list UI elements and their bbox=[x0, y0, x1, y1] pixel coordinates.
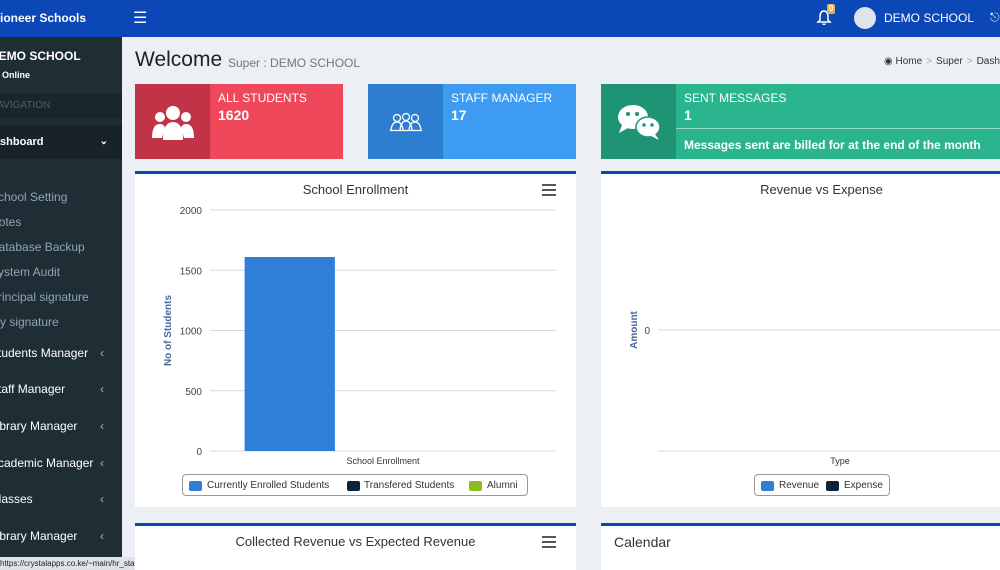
revenue-expense-chart: 0 Amount Type bbox=[629, 310, 1000, 466]
y-axis-label: Amount bbox=[629, 310, 640, 348]
y-axis-label: No of Students bbox=[163, 295, 174, 367]
legend-item-transfered[interactable]: Transfered Students bbox=[364, 480, 455, 491]
breadcrumb: ◉ Home>Super>Dashboard bbox=[884, 56, 1000, 67]
sidebar-item-library-manager-2[interactable]: Library Manager ‹ bbox=[0, 529, 122, 543]
revenue-expense-panel: Revenue vs Expense 0 Amount Type Revenue E… bbox=[601, 171, 1000, 507]
sidebar-subitem-school-setting[interactable]: School Setting bbox=[0, 190, 68, 204]
chat-icon bbox=[601, 84, 676, 159]
breadcrumb-super[interactable]: Super bbox=[936, 56, 963, 67]
staff-icon bbox=[368, 84, 443, 159]
calendar-panel: Calendar bbox=[601, 523, 1000, 570]
browser-status-bar: https://crystalapps.co.ke/~main/hr_staff… bbox=[0, 557, 169, 570]
logout-icon[interactable]: ⎋ bbox=[990, 10, 1000, 24]
sidebar-subitem-system-audit[interactable]: System Audit bbox=[0, 265, 61, 279]
chevron-left-icon: ‹ bbox=[100, 419, 104, 433]
sidebar-item-label: Library Manager bbox=[0, 419, 78, 433]
legend-swatch bbox=[826, 481, 839, 491]
sidebar-item-classes[interactable]: Classes ‹ bbox=[0, 492, 122, 506]
y-tick-label: 1000 bbox=[180, 327, 203, 338]
sidebar-subitem-my-signature[interactable]: My signature bbox=[0, 315, 59, 329]
sidebar-item-label: Dashboard bbox=[0, 136, 44, 148]
dashboard-icon: ◉ bbox=[884, 56, 893, 67]
avatar[interactable] bbox=[854, 7, 876, 29]
staff-manager-box[interactable]: STAFF MANAGER 17 bbox=[368, 84, 576, 159]
bell-icon[interactable] bbox=[816, 9, 832, 27]
chart-menu-icon[interactable] bbox=[542, 536, 556, 548]
sidebar-item-students-manager[interactable]: Students Manager ‹ bbox=[0, 346, 122, 360]
online-status: ● Online bbox=[0, 70, 30, 80]
school-enrollment-title: School Enrollment bbox=[302, 182, 409, 197]
y-tick-label: 0 bbox=[196, 447, 202, 458]
school-enrollment-panel: School Enrollment 0 500 1000 1500 2000 No of … bbox=[135, 171, 576, 507]
sent-messages-note: Messages sent are billed for at the end … bbox=[684, 138, 981, 152]
legend-swatch bbox=[347, 481, 360, 491]
sidebar-toggle-icon[interactable]: ☰ bbox=[133, 10, 148, 27]
brand-name[interactable]: Pioneer Schools bbox=[0, 11, 87, 25]
staff-manager-count: 17 bbox=[451, 107, 467, 123]
breadcrumb-dashboard: Dashboard bbox=[976, 56, 1000, 67]
y-tick-label: 1500 bbox=[180, 266, 203, 277]
chevron-left-icon: ‹ bbox=[100, 346, 104, 360]
y-tick-label: 2000 bbox=[180, 206, 203, 217]
legend-item-enrolled[interactable]: Currently Enrolled Students bbox=[207, 480, 330, 491]
legend-item-alumni[interactable]: Alumni bbox=[487, 480, 518, 491]
sidebar-subitem-notes[interactable]: Notes bbox=[0, 215, 22, 229]
legend-item-revenue[interactable]: Revenue bbox=[779, 480, 820, 491]
collected-revenue-title: Collected Revenue vs Expected Revenue bbox=[235, 534, 476, 549]
sidebar-item-label: Library Manager bbox=[0, 529, 78, 543]
breadcrumb-home[interactable]: Home bbox=[895, 56, 923, 67]
revenue-expense-legend: Revenue Expense bbox=[754, 474, 890, 496]
sidebar-item-staff-manager[interactable]: Staff Manager ‹ bbox=[0, 382, 122, 396]
sidebar: DEMO SCHOOL ● Online NAVIGATION Dashboar… bbox=[0, 37, 122, 570]
chevron-left-icon: ‹ bbox=[100, 492, 104, 506]
bar-currently-enrolled-students[interactable] bbox=[244, 256, 335, 451]
x-axis-label: Type bbox=[830, 456, 850, 466]
sidebar-school-name: DEMO SCHOOL bbox=[0, 49, 81, 63]
nav-header: NAVIGATION bbox=[0, 93, 122, 119]
staff-manager-label: STAFF MANAGER bbox=[451, 91, 553, 105]
box-divider bbox=[676, 128, 1000, 129]
chevron-left-icon: ‹ bbox=[100, 456, 104, 470]
sidebar-item-label: Staff Manager bbox=[0, 382, 66, 396]
enrollment-chart: 0 500 1000 1500 2000 No of Students School Enr… bbox=[163, 206, 556, 466]
calendar-title: Calendar bbox=[614, 534, 671, 550]
chevron-left-icon: ‹ bbox=[100, 529, 104, 543]
all-students-box[interactable]: ALL STUDENTS 1620 bbox=[135, 84, 343, 159]
sent-messages-box[interactable]: SENT MESSAGES 1 Messages sent are billed… bbox=[601, 84, 1000, 159]
chevron-down-icon: ⌄ bbox=[99, 136, 108, 147]
legend-swatch bbox=[761, 481, 774, 491]
chart-menu-icon[interactable] bbox=[542, 184, 556, 196]
page-title: Welcome bbox=[135, 48, 223, 71]
sent-messages-label: SENT MESSAGES bbox=[684, 91, 787, 105]
user-name[interactable]: DEMO SCHOOL bbox=[884, 11, 975, 25]
enrollment-legend: Currently Enrolled Students Transfered S… bbox=[182, 474, 528, 496]
revenue-expense-title: Revenue vs Expense bbox=[760, 182, 883, 197]
legend-swatch bbox=[189, 481, 202, 491]
top-navbar: Pioneer Schools ☰ 0 DEMO SCHOOL ⎋ bbox=[0, 0, 1000, 37]
sent-messages-count: 1 bbox=[684, 107, 692, 123]
users-icon bbox=[135, 84, 210, 159]
sidebar-subitem-database-backup[interactable]: Database Backup bbox=[0, 240, 85, 254]
sidebar-item-label: Classes bbox=[0, 492, 33, 506]
online-status-text: Online bbox=[1, 70, 30, 80]
all-students-count: 1620 bbox=[218, 107, 250, 123]
legend-swatch bbox=[469, 481, 482, 491]
sidebar-item-academic-manager[interactable]: Academic Manager ‹ bbox=[0, 456, 122, 470]
y-tick-label: 500 bbox=[185, 387, 202, 398]
y-tick-label: 0 bbox=[644, 326, 650, 337]
sidebar-item-label: Academic Manager bbox=[0, 456, 94, 470]
notification-badge: 0 bbox=[827, 4, 836, 14]
page-subtitle: Super : DEMO SCHOOL bbox=[228, 56, 361, 70]
sidebar-item-label: Students Manager bbox=[0, 346, 89, 360]
sidebar-item-library-manager[interactable]: Library Manager ‹ bbox=[0, 419, 122, 433]
x-tick-label: School Enrollment bbox=[346, 456, 420, 466]
all-students-label: ALL STUDENTS bbox=[218, 91, 307, 105]
sidebar-item-dashboard[interactable]: Dashboard ⌄ bbox=[0, 125, 122, 159]
collected-revenue-panel: Collected Revenue vs Expected Revenue bbox=[135, 523, 576, 570]
legend-item-expense[interactable]: Expense bbox=[844, 480, 883, 491]
chevron-left-icon: ‹ bbox=[100, 382, 104, 396]
sidebar-subitem-principal-signature[interactable]: Principal signature bbox=[0, 290, 89, 304]
